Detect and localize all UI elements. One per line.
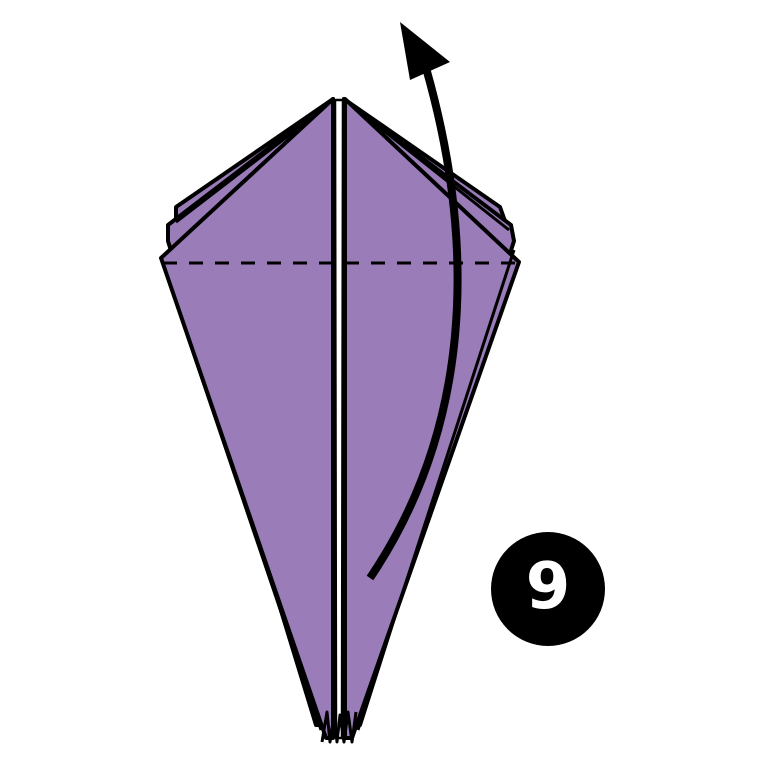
inner-layer-line-right-lower (356, 249, 516, 731)
step-number-badge: 9 (491, 532, 605, 646)
center-slit (333, 98, 345, 740)
inner-layer-line-right (359, 110, 510, 232)
curved-arrow-head (400, 22, 450, 80)
bottom-tips (320, 710, 358, 744)
curved-arrow-shaft (366, 66, 462, 581)
step-number: 9 (525, 550, 571, 624)
front-flap-right (343, 97, 521, 740)
inner-layer-line-left (175, 108, 323, 224)
inner-layer-line-left-lower (159, 257, 323, 731)
front-flap-left (159, 97, 335, 740)
